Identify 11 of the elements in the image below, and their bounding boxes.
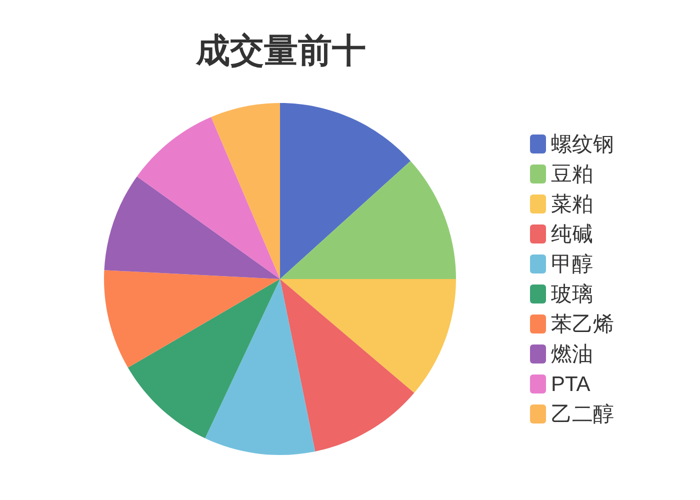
- legend-label: 菜粕: [551, 193, 593, 216]
- legend-label: 玻璃: [551, 283, 593, 306]
- legend-label: 纯碱: [551, 223, 593, 246]
- legend-label: 燃油: [551, 343, 593, 366]
- title: 成交量前十: [196, 32, 366, 70]
- legend-label: 螺纹钢: [551, 133, 614, 156]
- legend-label: 乙二醇: [551, 403, 614, 426]
- legend-label: 豆粕: [551, 163, 593, 186]
- legend-label: 苯乙烯: [551, 313, 614, 336]
- legend-label: PTA: [551, 373, 590, 396]
- legend-label: 甲醇: [551, 253, 593, 276]
